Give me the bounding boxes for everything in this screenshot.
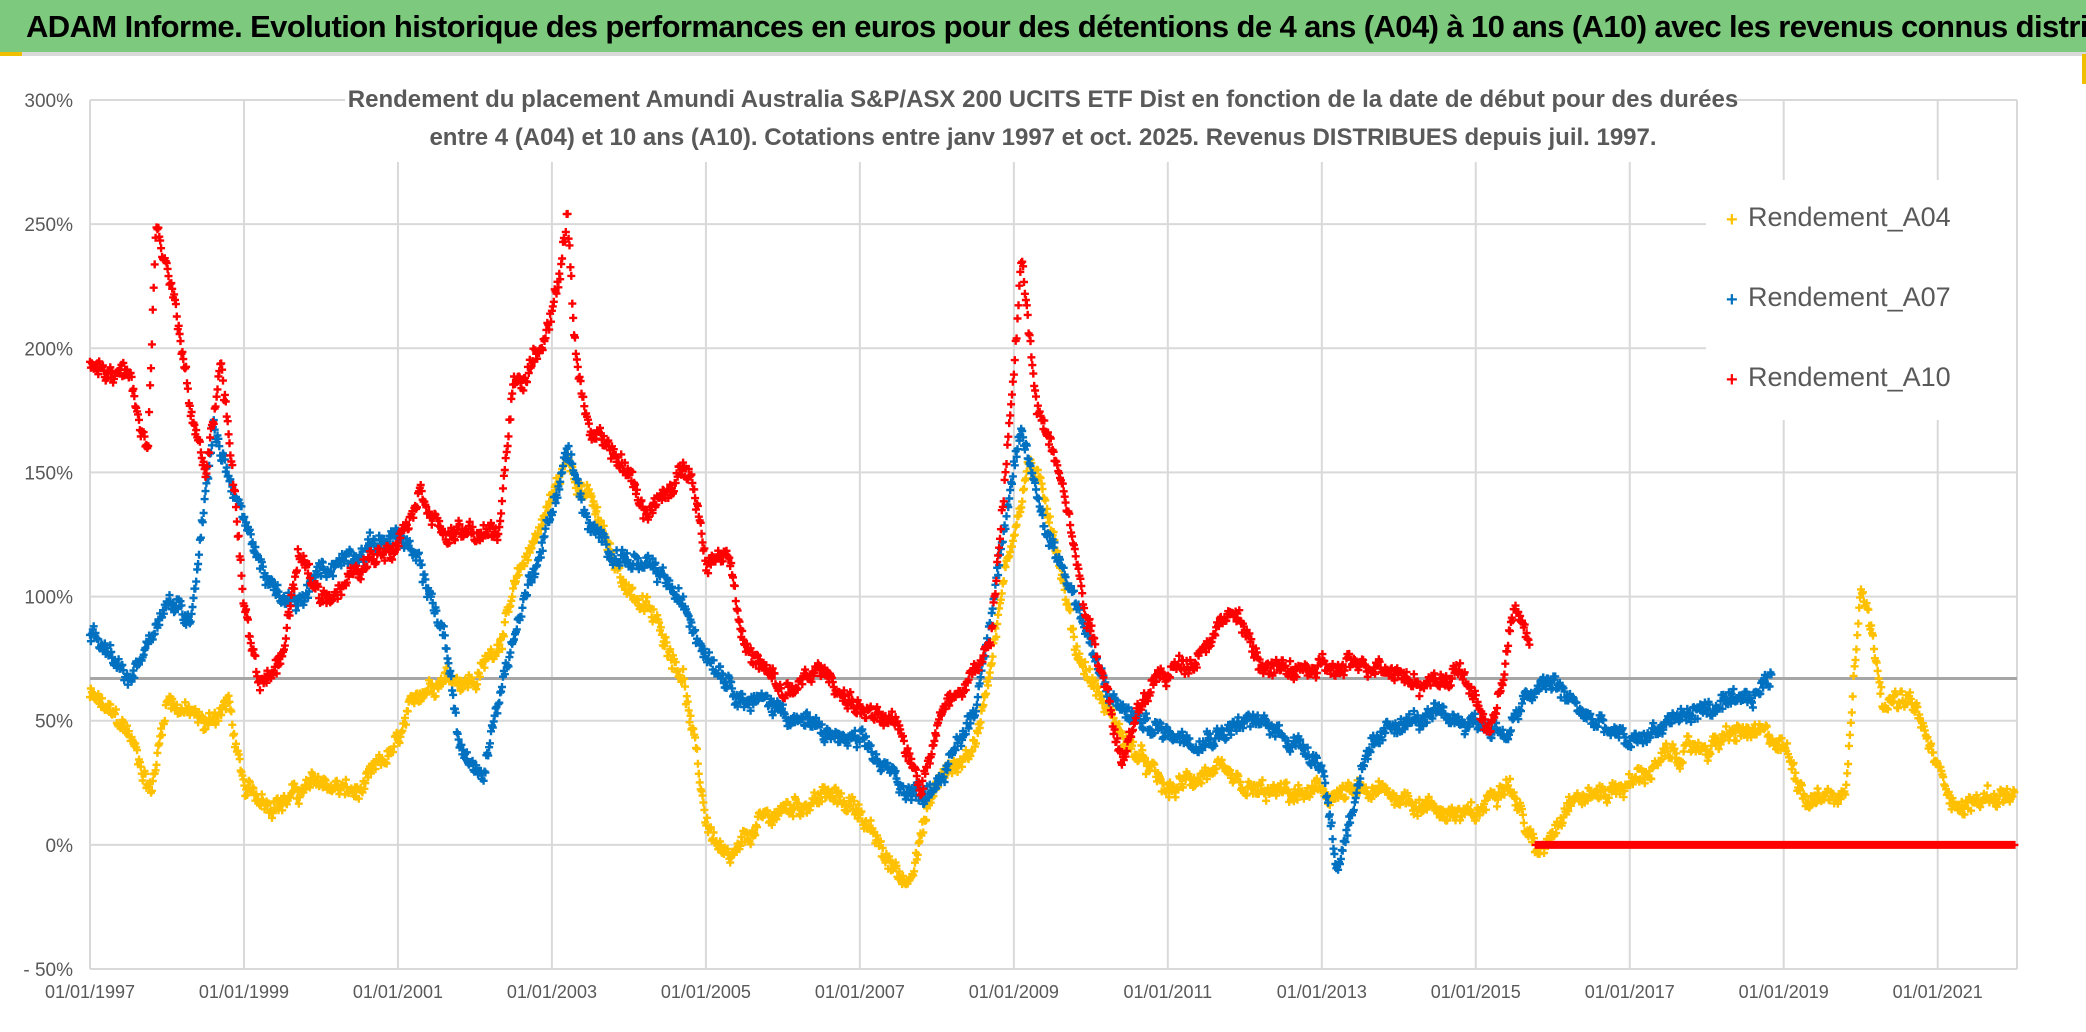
x-tick-label: 01/01/2017 xyxy=(1585,982,1675,1002)
y-tick-label: 0% xyxy=(46,836,74,857)
x-tick-label: 01/01/1999 xyxy=(199,982,289,1002)
series-rendement-a07-points xyxy=(86,416,1776,874)
chart-title-line-2: entre 4 (A04) et 10 ans (A10). Cotations… xyxy=(429,124,1657,151)
x-tick-label: 01/01/2009 xyxy=(969,982,1059,1002)
report-banner: ADAM Informe. Evolution historique des p… xyxy=(0,0,2086,56)
x-tick-label: 01/01/2019 xyxy=(1739,982,1829,1002)
plus-marker-icon: + xyxy=(1726,369,1738,391)
selection-accent xyxy=(2082,54,2086,84)
plus-marker-icon: + xyxy=(1726,209,1738,231)
plus-marker-icon: + xyxy=(1726,289,1738,311)
x-tick-label: 01/01/2013 xyxy=(1277,982,1367,1002)
y-tick-label: 300% xyxy=(24,91,73,112)
banner-accent xyxy=(0,52,22,56)
x-axis-labels: 01/01/1997 01/01/1999 01/01/2001 01/01/2003… xyxy=(45,982,1983,1002)
x-tick-label: 01/01/2005 xyxy=(661,982,751,1002)
legend-label: Rendement_A10 xyxy=(1748,362,1951,392)
chart-title-background xyxy=(345,80,1735,162)
legend-label: Rendement_A04 xyxy=(1748,202,1951,232)
legend-label: Rendement_A07 xyxy=(1748,282,1951,312)
data-points xyxy=(86,209,2019,889)
y-tick-label: - 50% xyxy=(23,960,73,981)
x-tick-label: 01/01/1997 xyxy=(45,982,135,1002)
report-title: ADAM Informe. Evolution historique des p… xyxy=(26,9,2086,44)
x-tick-label: 01/01/2001 xyxy=(353,982,443,1002)
x-tick-label: 01/01/2011 xyxy=(1123,982,1212,1002)
y-tick-label: 50% xyxy=(35,712,73,733)
x-tick-label: 01/01/2003 xyxy=(507,982,597,1002)
chart-legend: + Rendement_A04 + Rendement_A07 + Rendement… xyxy=(1706,180,2016,420)
y-tick-label: 200% xyxy=(24,339,73,360)
y-tick-label: 100% xyxy=(24,588,73,609)
y-axis-labels: 300% 250% 200% 150% 100% 50% 0% - 50% xyxy=(23,91,73,981)
x-tick-label: 01/01/2015 xyxy=(1431,982,1521,1002)
legend-item-a10: + Rendement_A10 xyxy=(1726,362,1951,393)
y-tick-label: 250% xyxy=(24,215,73,236)
legend-item-a04: + Rendement_A04 xyxy=(1726,202,1951,233)
series-rendement-a04-points xyxy=(86,450,2019,889)
x-tick-label: 01/01/2021 xyxy=(1893,982,1983,1002)
legend-item-a07: + Rendement_A07 xyxy=(1726,282,1951,313)
chart-title-line-1: Rendement du placement Amundi Australia … xyxy=(347,86,1739,113)
x-tick-label: 01/01/2007 xyxy=(815,982,905,1002)
y-tick-label: 150% xyxy=(24,463,73,484)
series-rendement-a10-points xyxy=(86,209,2019,849)
